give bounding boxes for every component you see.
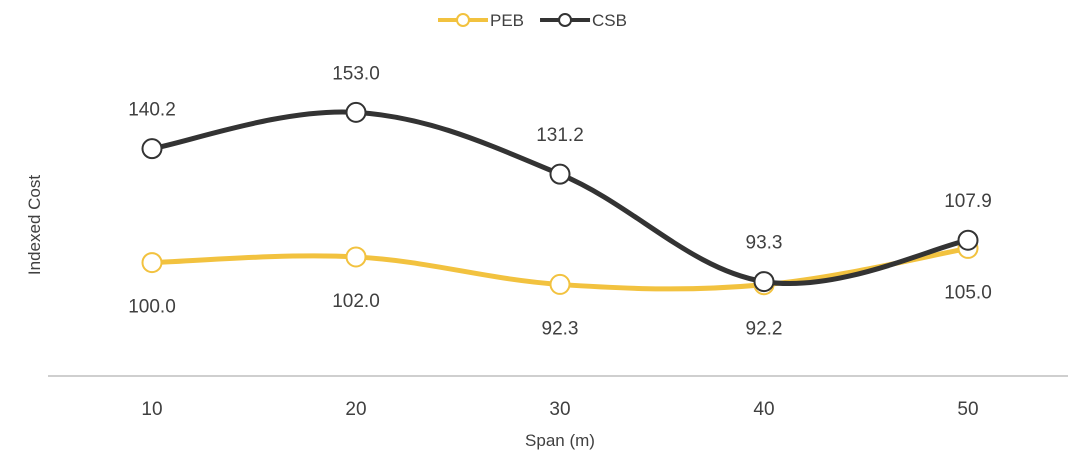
- legend-label: PEB: [490, 11, 524, 30]
- x-tick-label: 30: [549, 399, 570, 420]
- data-label: 107.9: [944, 191, 992, 212]
- legend-marker: [456, 13, 470, 27]
- x-tick-label: 10: [141, 399, 162, 420]
- data-label: 140.2: [128, 100, 176, 121]
- series-peb: [141, 237, 979, 296]
- data-label: 100.0: [128, 297, 176, 318]
- data-point: [141, 252, 163, 274]
- legend-item-csb: CSB: [540, 11, 627, 30]
- legend: PEB CSB: [438, 11, 627, 30]
- data-label: 131.2: [536, 125, 584, 146]
- plot-area: 100.0 102.0 92.3 92.2 105.0 140.2 153.0 131.2 93…: [128, 63, 992, 339]
- x-tick-label: 50: [957, 399, 978, 420]
- data-point: [957, 229, 979, 251]
- data-label: 153.0: [332, 63, 380, 84]
- data-labels-csb: 140.2 153.0 131.2 93.3 107.9: [128, 63, 992, 253]
- data-label: 102.0: [332, 291, 380, 312]
- data-label: 92.3: [542, 318, 579, 339]
- legend-marker: [558, 13, 573, 27]
- x-axis-title: Span (m): [525, 431, 595, 450]
- data-point: [549, 163, 571, 185]
- x-tick-label: 20: [345, 399, 366, 420]
- data-point: [753, 271, 775, 293]
- data-point: [345, 246, 367, 268]
- x-axis-ticks: 10 20 30 40 50: [141, 399, 978, 420]
- data-label: 105.0: [944, 282, 992, 303]
- y-axis-title: Indexed Cost: [25, 175, 44, 275]
- legend-label: CSB: [592, 11, 627, 30]
- data-labels-peb: 100.0 102.0 92.3 92.2 105.0: [128, 282, 992, 339]
- data-label: 92.2: [746, 319, 783, 340]
- data-point: [549, 273, 571, 295]
- series-csb: [141, 101, 979, 293]
- legend-item-peb: PEB: [438, 11, 524, 30]
- data-point: [345, 101, 367, 123]
- data-point: [141, 138, 163, 160]
- data-label: 93.3: [746, 233, 783, 254]
- x-tick-label: 40: [753, 399, 774, 420]
